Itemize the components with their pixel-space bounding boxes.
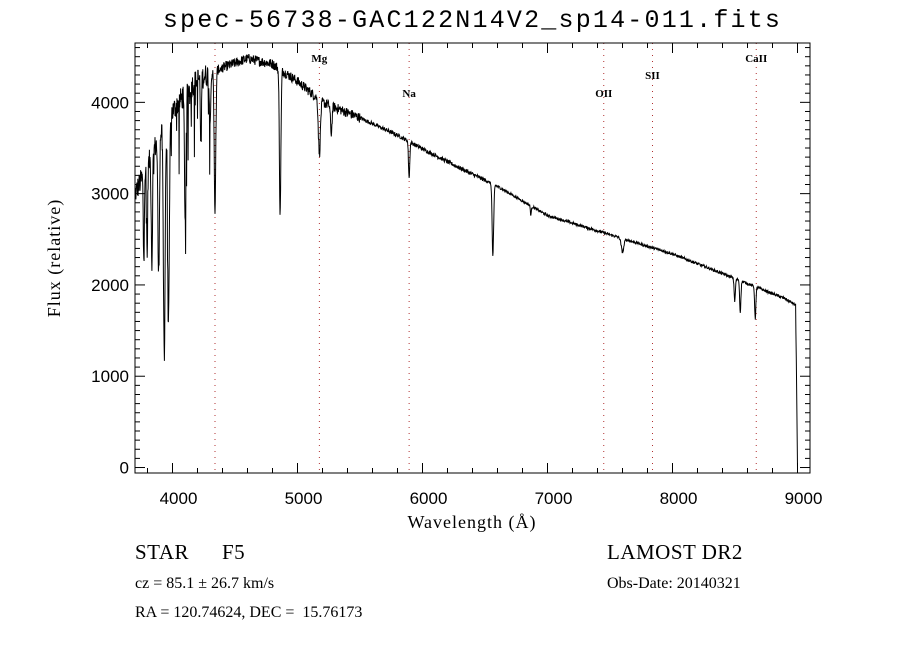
plot-frame [134,42,811,474]
line-marker-label: SII [645,70,660,82]
line-marker-label: CaII [745,53,767,65]
line-marker-label: OII [595,88,612,100]
y-tick-label: 2000 [91,276,129,295]
x-tick-label: 8000 [660,489,698,508]
redshift-text: cz = 85.1 ± 26.7 km/s [135,575,275,592]
x-axis-label: Wavelength (Å) [407,512,536,533]
x-tick-label: 6000 [410,489,448,508]
line-marker-label: Mg [311,53,327,65]
obs-date-text: Obs-Date: 20140321 [607,575,741,592]
object-class: STAR [135,540,189,564]
y-tick-label: 0 [120,459,129,478]
line-marker-label: Na [402,88,416,100]
x-tick-label: 7000 [535,489,573,508]
x-tick-label: 5000 [285,489,323,508]
y-axis-label: Flux (relative) [44,199,65,317]
spectrum-line [134,53,798,468]
y-tick-label: 1000 [91,367,129,386]
y-tick-label: 4000 [91,93,129,112]
object-subclass: F5 [222,540,246,564]
y-tick-label: 3000 [91,185,129,204]
coordinates-text: RA = 120.74624, DEC = 15.76173 [135,604,363,621]
x-tick-label: 9000 [785,489,823,508]
chart-title: spec-56738-GAC122N14V2_sp14-011.fits [162,6,783,35]
survey-label: LAMOST DR2 [607,540,743,564]
x-tick-label: 4000 [160,489,198,508]
